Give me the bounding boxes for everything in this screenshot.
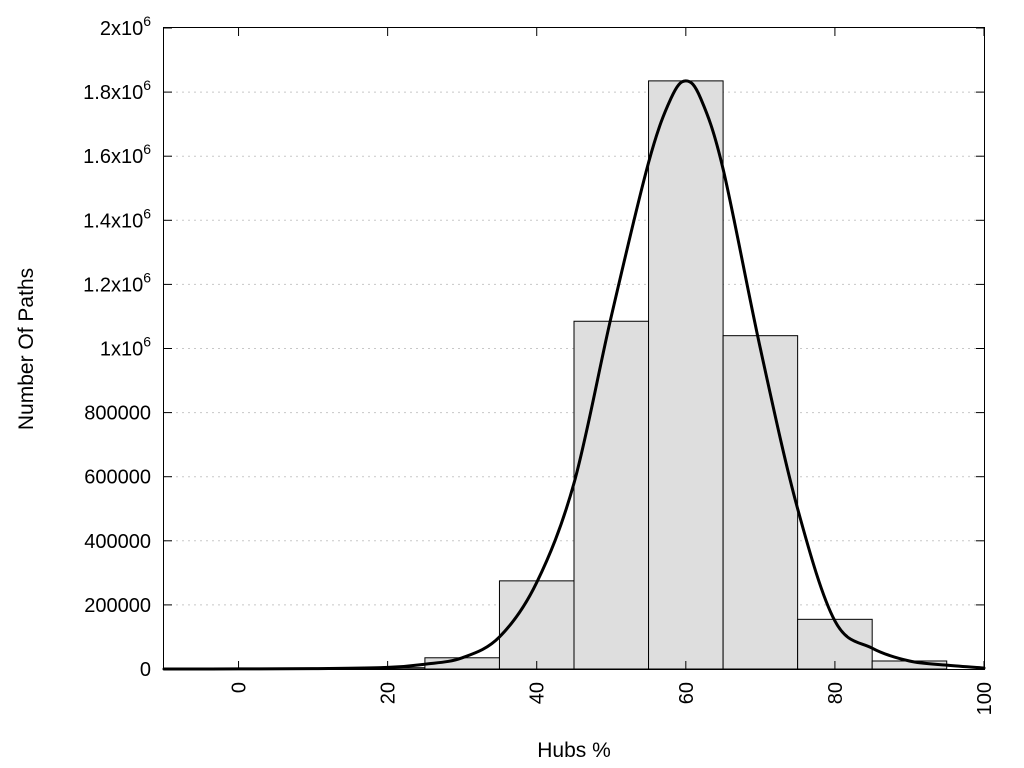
- y-tick-label: 1.6x106: [83, 141, 151, 168]
- y-tick-label: 800000: [84, 403, 151, 425]
- x-tick-label: 40: [527, 682, 549, 704]
- histogram-bar: [722, 335, 799, 670]
- y-tick-label: 2x106: [100, 13, 151, 40]
- x-tick-label: 20: [378, 682, 400, 704]
- y-tick-label: 1.2x106: [83, 269, 151, 296]
- y-tick-labels: 0 200000 400000 600000 800000 1x106 1.2x106 1.4…: [83, 13, 151, 681]
- bars: [200, 80, 948, 670]
- x-tick-label: 0: [229, 682, 251, 693]
- x-tick-label: 100: [974, 682, 996, 715]
- y-tick-label: 400000: [84, 531, 151, 553]
- plot-frame: [163, 27, 985, 670]
- y-tick-label: 1x106: [100, 334, 151, 361]
- x-axis-title: Hubs %: [537, 739, 611, 762]
- y-tick-label: 1.4x106: [83, 205, 151, 232]
- histogram-bar: [573, 320, 650, 670]
- axis-ticks: [164, 27, 985, 670]
- y-tick-label: 0: [140, 659, 151, 681]
- density-curve-line: [162, 79, 986, 671]
- x-tick-label: 80: [825, 682, 847, 704]
- histogram-bar: [648, 80, 724, 670]
- y-tick-label: 600000: [84, 467, 151, 489]
- y-tick-label: 200000: [84, 595, 151, 617]
- y-axis-title: Number Of Paths: [15, 268, 38, 430]
- y-tick-label: 1.8x106: [83, 77, 151, 104]
- x-tick-label: 60: [676, 682, 698, 704]
- density-curve: [162, 79, 986, 671]
- x-tick-labels: 0 20 40 60 80 100: [229, 682, 996, 715]
